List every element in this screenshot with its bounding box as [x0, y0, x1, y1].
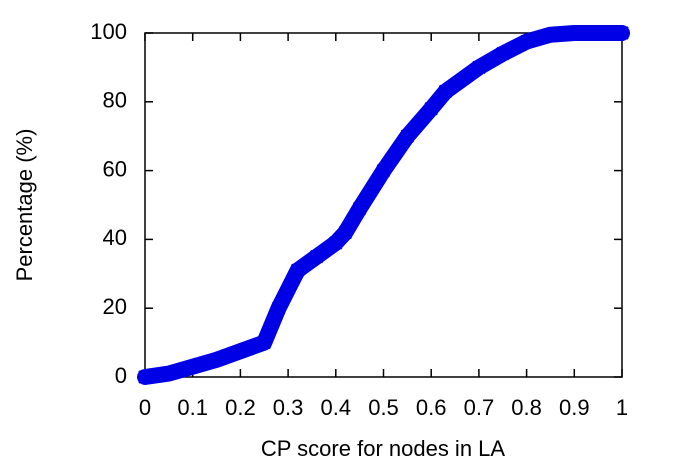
marker: [591, 26, 605, 40]
x-tick-label: 0.5: [368, 395, 399, 420]
y-tick-label: 80: [103, 88, 127, 113]
marker: [290, 263, 305, 278]
marker: [271, 301, 286, 315]
x-tick-label: 0.3: [273, 395, 304, 420]
marker: [138, 370, 152, 384]
marker: [615, 26, 629, 40]
x-tick-label: 0.4: [321, 395, 352, 420]
y-tick-label: 40: [103, 225, 127, 250]
marker: [185, 359, 200, 374]
x-tick-label: 0: [139, 395, 151, 420]
y-tick-label: 60: [103, 156, 127, 181]
y-tick-label: 0: [115, 363, 127, 388]
marker: [438, 84, 453, 99]
plot-frame: [144, 32, 623, 378]
x-tick-label: 0.8: [511, 395, 542, 420]
x-tick-label: 1: [616, 395, 628, 420]
marker: [352, 201, 367, 216]
marker: [338, 225, 353, 240]
marker: [162, 366, 176, 381]
x-tick-label: 0.1: [177, 395, 208, 420]
marker: [209, 353, 224, 367]
y-tick-label: 100: [90, 19, 127, 44]
y-axis-label: Percentage (%): [12, 129, 37, 282]
marker: [233, 344, 248, 358]
marker: [519, 34, 534, 49]
marker: [376, 163, 391, 178]
marker: [310, 249, 324, 264]
x-tick-label: 0.9: [559, 395, 590, 420]
marker: [543, 28, 558, 42]
x-tick-label: 0.7: [464, 395, 495, 420]
data-line: [137, 25, 630, 385]
marker: [424, 101, 438, 116]
x-tick-label: 0.6: [416, 395, 447, 420]
marker: [400, 129, 415, 143]
marker: [496, 46, 510, 61]
x-tick-label: 0.2: [225, 395, 256, 420]
marker: [567, 26, 582, 40]
marker: [472, 60, 486, 75]
x-axis-label: CP score for nodes in LA: [261, 436, 505, 461]
marker: [257, 335, 271, 350]
y-tick-label: 20: [103, 294, 127, 319]
